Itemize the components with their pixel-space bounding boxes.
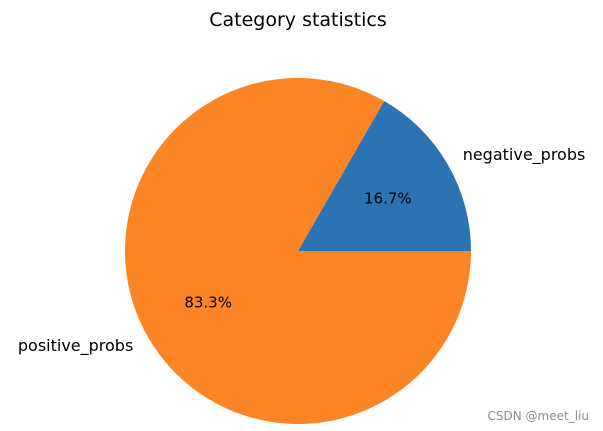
pie-slice-negative-probs [298, 101, 471, 251]
watermark-text: CSDN @meet_liu [487, 409, 589, 423]
chart-title: Category statistics [209, 9, 387, 31]
pie-labels: negative_probs 16.7% positive_probs 83.3% [18, 145, 585, 356]
slice-label-negative-probs: negative_probs [463, 145, 586, 165]
pct-label-negative-probs: 16.7% [364, 190, 412, 208]
slice-label-positive-probs: positive_probs [18, 336, 133, 356]
pie-slice-positive-probs [124, 78, 472, 425]
pie-slices [124, 78, 472, 425]
pct-label-positive-probs: 83.3% [184, 293, 232, 311]
